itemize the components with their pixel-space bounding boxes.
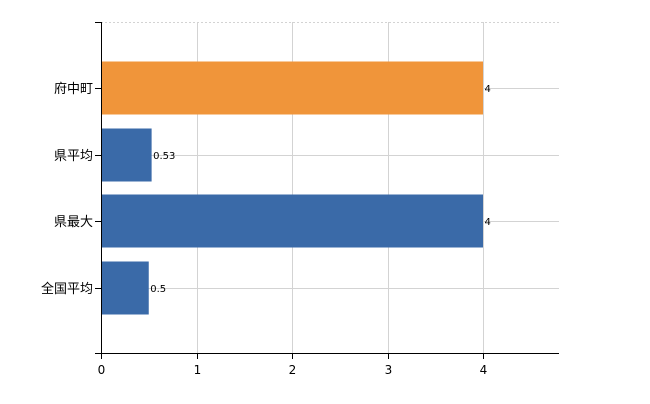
category-label: 県平均 (54, 149, 93, 164)
data-label: 4 (485, 84, 491, 95)
x-tick-label: 0 (98, 363, 106, 377)
x-tick-label: 2 (289, 363, 297, 377)
bar (101, 261, 149, 315)
bar (101, 128, 152, 182)
category-label: 県最大 (54, 215, 93, 230)
bar (101, 194, 483, 248)
data-label: 0.53 (153, 151, 175, 162)
bar (101, 61, 483, 115)
x-tick-label: 3 (385, 363, 393, 377)
bars (101, 61, 483, 315)
data-label: 4 (485, 217, 491, 228)
x-tick-label: 1 (194, 363, 202, 377)
data-label: 0.5 (150, 284, 166, 295)
x-tick-label: 4 (480, 363, 488, 377)
axes (95, 22, 559, 359)
category-label: 府中町 (54, 82, 93, 97)
category-label: 全国平均 (41, 281, 93, 297)
